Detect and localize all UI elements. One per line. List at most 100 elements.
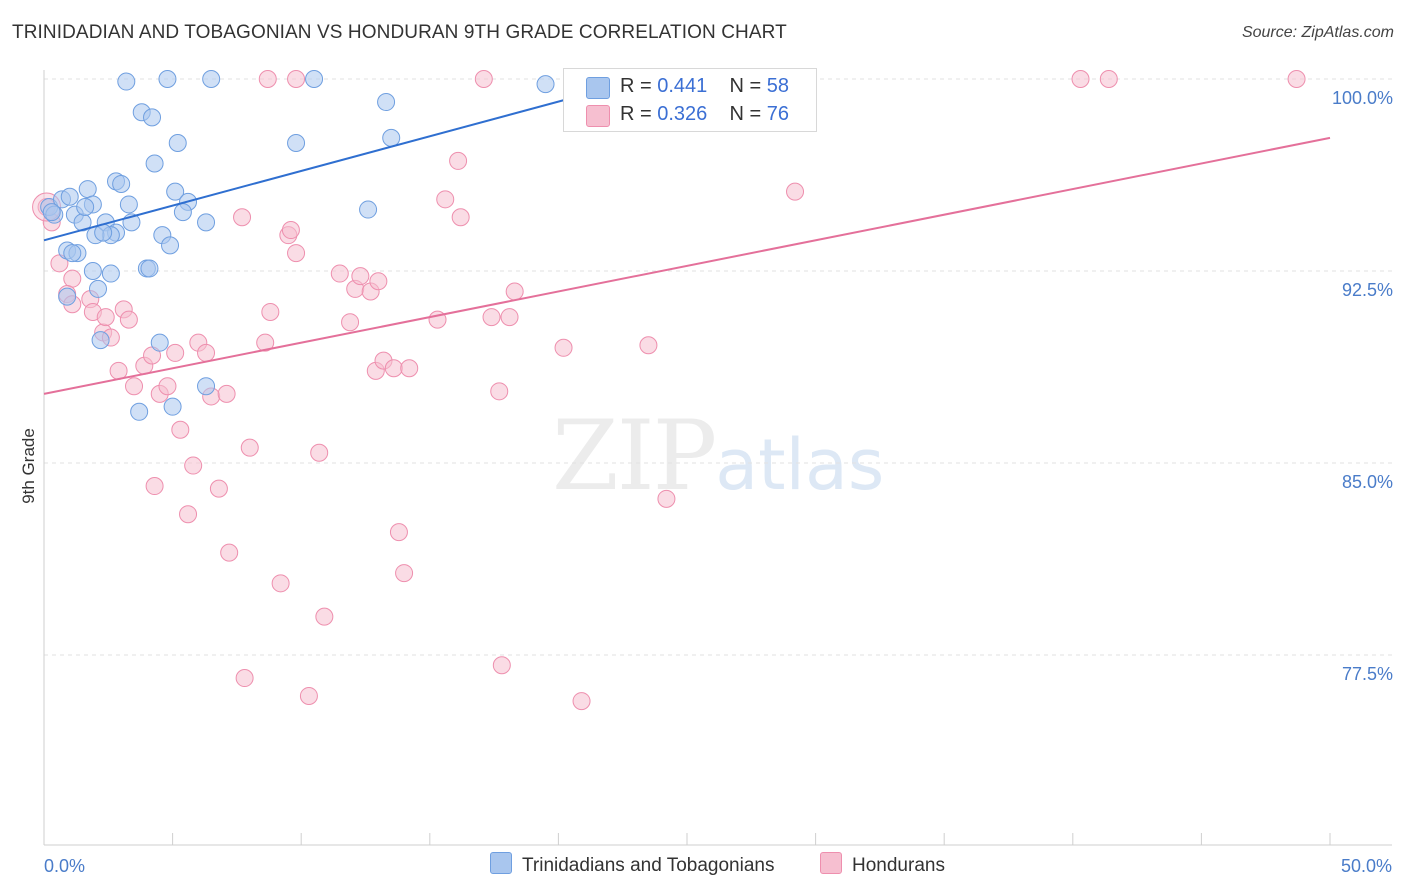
- trinidadian-point: [143, 108, 162, 127]
- honduran-point: [158, 377, 177, 396]
- honduran-point: [171, 420, 190, 439]
- honduran-point: [449, 151, 468, 170]
- honduran-point: [482, 308, 501, 327]
- honduran-point: [287, 70, 306, 88]
- trinidadian-point: [60, 187, 79, 206]
- trinidadian-point: [140, 259, 159, 278]
- series-trinidadians-points: [40, 70, 671, 421]
- trinidadian-point: [63, 244, 82, 263]
- honduran-point: [220, 543, 239, 562]
- honduran-point: [389, 523, 408, 542]
- y-tick-label: 77.5%: [1342, 664, 1393, 684]
- trend-line: [43, 136, 1331, 395]
- honduran-point: [179, 505, 198, 524]
- legend-n-label: N =: [729, 103, 767, 125]
- bottom-legend-label: Trinidadians and Tobagonians: [522, 855, 775, 876]
- honduran-point: [436, 190, 455, 209]
- honduran-point: [492, 656, 511, 675]
- trinidadian-point: [117, 72, 136, 91]
- honduran-point: [166, 343, 185, 362]
- honduran-point: [240, 438, 259, 457]
- trinidadian-point: [382, 128, 401, 147]
- honduran-point: [261, 302, 280, 321]
- trinidadian-point: [536, 75, 555, 94]
- honduran-point: [474, 70, 493, 88]
- honduran-point: [258, 70, 277, 88]
- honduran-point: [657, 489, 676, 508]
- y-axis-label: 9th Grade: [19, 428, 38, 504]
- honduran-point: [233, 208, 252, 227]
- trinidadian-point: [130, 402, 149, 421]
- trinidadian-point: [83, 262, 102, 280]
- trinidadian-point: [377, 93, 396, 112]
- honduran-point: [63, 269, 82, 288]
- honduran-point: [281, 221, 300, 240]
- source-credit: Source: ZipAtlas.com: [1241, 24, 1394, 41]
- honduran-point: [119, 310, 138, 329]
- y-tick-label: 100.0%: [1332, 88, 1393, 108]
- trinidadian-point: [197, 213, 216, 232]
- honduran-point: [351, 267, 370, 286]
- bottom-legend-hondurans: Hondurans: [820, 852, 945, 877]
- honduran-point: [287, 244, 306, 263]
- honduran-point: [330, 264, 349, 283]
- legend-n-label: N =: [729, 75, 767, 97]
- honduran-point: [490, 382, 509, 401]
- honduran-point: [400, 359, 419, 378]
- trinidadian-point: [168, 134, 187, 152]
- trinidadian-point: [42, 203, 61, 222]
- honduran-point: [235, 669, 254, 688]
- trinidadian-point: [91, 331, 110, 350]
- x-tick-label: 50.0%: [1341, 856, 1392, 876]
- series-hondurans-points: [32, 70, 1306, 711]
- trinidadian-point: [76, 198, 95, 216]
- honduran-point: [271, 574, 290, 593]
- y-tick-label: 92.5%: [1342, 280, 1393, 300]
- trinidadian-point: [359, 200, 378, 219]
- trinidadian-point: [101, 264, 120, 283]
- honduran-point: [125, 377, 144, 396]
- honduran-point: [1071, 70, 1090, 88]
- legend-r-label: R =: [620, 103, 658, 125]
- legend-text: R = 0.441 N = 58: [620, 75, 789, 98]
- watermark: ZIPatlas: [552, 400, 884, 512]
- legend-r-value: 0.441: [657, 75, 708, 97]
- honduran-point: [184, 456, 203, 475]
- legend-r-label: R =: [620, 75, 658, 97]
- trinidadian-point: [58, 287, 77, 306]
- trinidadian-point: [305, 70, 324, 88]
- trinidadian-point: [287, 134, 306, 152]
- honduran-point: [639, 336, 658, 355]
- honduran-point: [315, 607, 334, 626]
- trinidadian-point: [173, 203, 192, 222]
- trinidadian-point: [161, 236, 180, 255]
- honduran-point: [209, 479, 228, 498]
- honduran-point: [145, 477, 164, 496]
- trinidadian-point: [145, 154, 164, 173]
- honduran-point: [554, 338, 573, 357]
- legend-n-value: 58: [766, 75, 790, 97]
- trinidadian-point: [158, 70, 177, 88]
- legend-n-value: 76: [766, 103, 790, 125]
- watermark-atlas: atlas: [715, 424, 885, 506]
- trinidadian-point: [78, 180, 97, 199]
- watermark-zip: ZIP: [552, 400, 717, 512]
- y-tick-label: 85.0%: [1342, 472, 1393, 492]
- tick-labels: 100.0% 92.5% 85.0% 77.5% 0.0% 50.0%: [44, 88, 1393, 876]
- honduran-point: [341, 313, 360, 332]
- honduran-point: [786, 182, 805, 201]
- legend-swatch-pink: [586, 105, 610, 127]
- honduran-point: [572, 692, 591, 711]
- honduran-point: [217, 384, 236, 403]
- bottom-legend-swatch-blue: [490, 852, 512, 874]
- honduran-point: [395, 564, 414, 583]
- trinidadian-point: [166, 182, 185, 201]
- bottom-legend-trinidadians: Trinidadians and Tobagonians: [490, 852, 774, 877]
- honduran-point: [1287, 70, 1306, 88]
- trinidadian-point: [150, 333, 169, 352]
- honduran-point: [505, 282, 524, 301]
- trinidadian-point: [89, 279, 108, 298]
- honduran-point: [96, 308, 115, 327]
- honduran-point: [197, 343, 216, 362]
